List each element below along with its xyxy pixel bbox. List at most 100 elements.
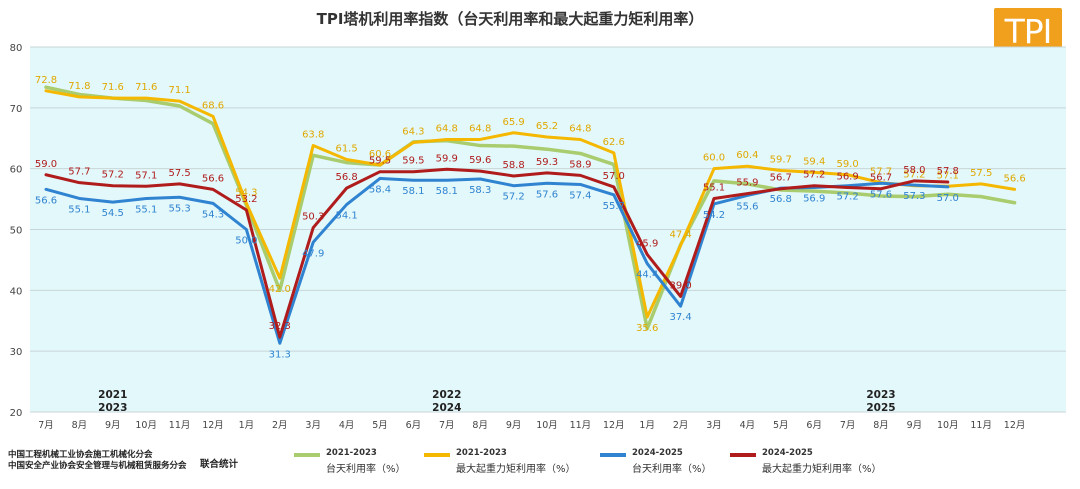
data-label: 57.2 [102,170,124,181]
x-tick-label: 1月 [639,420,655,431]
x-tick-label: 11月 [970,420,992,431]
x-tick-label: 10月 [937,420,959,431]
legend-swatch-3 [600,453,626,457]
data-label: 56.7 [870,173,892,184]
data-label: 61.5 [335,144,357,155]
x-tick-label: 12月 [202,420,224,431]
data-label: 59.4 [803,156,825,167]
data-label: 57.1 [135,170,157,181]
grid-lines [30,46,1066,413]
data-label: 32.3 [269,321,291,332]
year-marker-top: 2022 [432,389,461,401]
x-tick-label: 11月 [570,420,592,431]
x-tick-label: 5月 [372,420,388,431]
data-label: 64.3 [402,127,424,138]
joint-statistics-label: 联合统计 [200,459,239,470]
x-tick-label: 2月 [673,420,689,431]
x-tick-label: 12月 [603,420,625,431]
data-label: 57.4 [569,190,591,201]
data-label: 55.1 [703,182,725,193]
organization-block: 中国工程机械工业协会施工机械化分会 中国安全产业协会安全管理与机械租赁服务分会 [8,450,187,472]
legend-swatch-1 [294,453,320,457]
data-label: 44.4 [636,270,658,281]
data-label: 59.9 [436,153,458,164]
data-label: 59.7 [770,154,792,165]
x-tick-label: 12月 [1004,420,1026,431]
data-label: 54.5 [102,208,124,219]
data-label: 56.7 [770,173,792,184]
data-label: 57.1 [937,170,959,181]
data-label: 54.2 [703,210,725,221]
x-tick-label: 8月 [873,420,889,431]
data-label: 54.3 [235,187,257,198]
y-axis-ticks: 20 30 40 50 60 70 80 [10,43,23,419]
data-label: 57.5 [970,168,992,179]
data-label: 57.7 [68,167,90,178]
data-label: 59.0 [836,159,858,170]
data-label: 57.7 [870,167,892,178]
data-label: 47.4 [669,229,691,240]
y-tick-label: 60 [10,165,23,176]
data-label: 59.5 [369,156,391,167]
y-tick-label: 30 [10,347,23,358]
data-label: 64.8 [569,123,591,134]
legend-period-1: 2021-2023 [326,448,377,458]
x-tick-label: 6月 [806,420,822,431]
data-label: 47.9 [302,248,324,259]
data-label: 53.2 [235,194,257,205]
legend-metric-1: 台天利用率（%） [326,464,406,475]
data-label: 56.8 [335,172,357,183]
data-label: 65.9 [502,117,524,128]
data-label: 57.2 [803,170,825,181]
data-label: 60.0 [703,153,725,164]
x-tick-label: 7月 [38,420,54,431]
data-label: 42.0 [269,284,291,295]
x-tick-label: 4月 [339,420,355,431]
x-tick-label: 11月 [169,420,191,431]
x-tick-label: 5月 [773,420,789,431]
organization-line-2: 中国安全产业协会安全管理与机械租赁服务分会 [8,461,187,471]
y-tick-label: 40 [10,286,23,297]
data-label: 65.2 [536,121,558,132]
data-label: 59.0 [35,159,57,170]
data-label: 57.0 [603,171,625,182]
data-label: 35.6 [636,323,658,334]
data-label: 57.3 [903,191,925,202]
data-label: 57.0 [937,193,959,204]
data-label: 71.1 [168,85,190,96]
data-label: 55.7 [603,201,625,212]
year-marker-top: 2021 [98,389,127,401]
data-label: 56.8 [770,194,792,205]
data-label: 58.8 [502,160,524,171]
data-label: 45.9 [636,238,658,249]
series-line-2 [44,89,1017,319]
series-line-4 [44,167,950,339]
legend-metric-2: 最大起重力矩利用率（%） [456,464,576,475]
data-label: 50.0 [235,236,257,247]
data-label: 57.2 [502,192,524,203]
series-lines [44,85,1017,345]
year-marker-bottom: 2025 [866,402,895,414]
data-label: 54.1 [335,211,357,222]
data-label: 58.0 [903,165,925,176]
data-label: 68.6 [202,100,224,111]
x-tick-label: 10月 [536,420,558,431]
legend-period-4: 2024-2025 [762,448,813,458]
data-label: 55.9 [736,178,758,189]
x-axis-ticks: 7月 8月 9月 10月 11月 12月 1月 2月 3月 4月 5月 6月 7月 8月 9月 10月 11月 1… [38,420,1025,431]
data-label: 59.6 [469,155,491,166]
data-label: 57.5 [168,168,190,179]
legend-swatch-4 [730,453,756,457]
data-label: 56.6 [1003,173,1025,184]
data-label: 58.1 [402,186,424,197]
data-label: 55.6 [736,201,758,212]
y-tick-label: 20 [10,408,23,419]
data-label: 71.6 [102,82,124,93]
data-label: 59.3 [536,157,558,168]
data-label: 56.9 [803,194,825,205]
x-tick-label: 3月 [706,420,722,431]
y-tick-label: 80 [10,43,23,54]
data-label: 39.0 [669,280,691,291]
legend-metric-3: 台天利用率（%） [632,464,712,475]
x-tick-label: 8月 [72,420,88,431]
